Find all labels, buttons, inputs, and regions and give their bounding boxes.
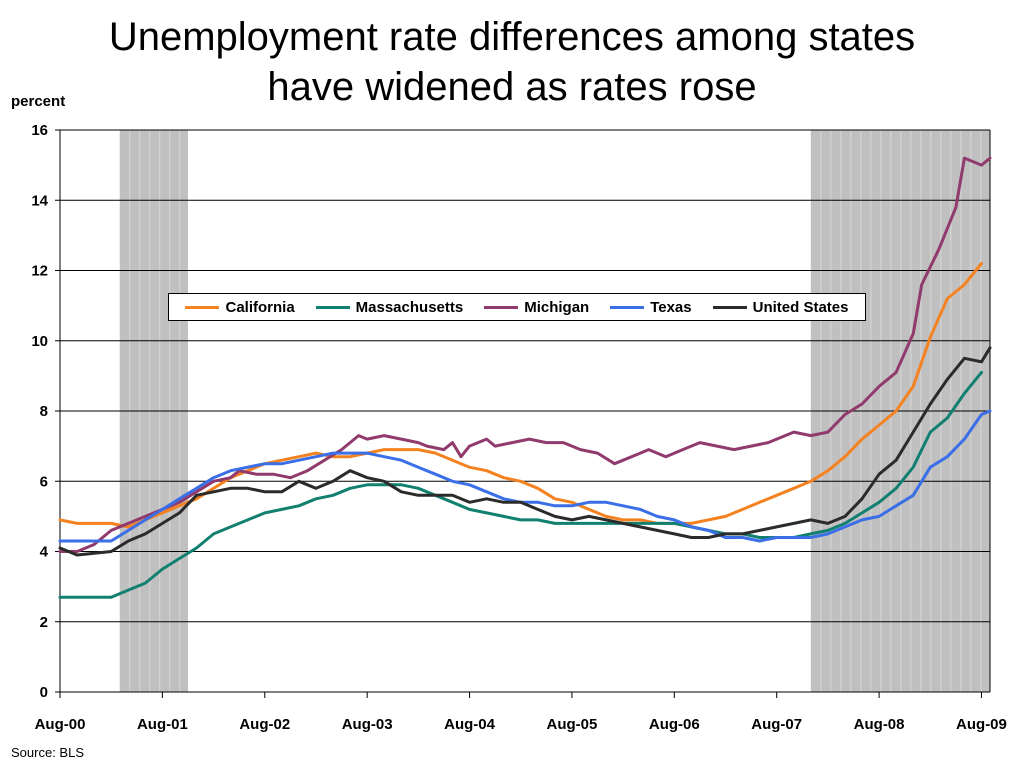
series-line-united-states: [58, 346, 992, 557]
y-tick-label: 16: [31, 122, 48, 139]
chart-title-line-1: Unemployment rate differences among stat…: [108, 15, 916, 59]
x-tick-label: Aug-05: [547, 716, 598, 733]
x-tick-label: Aug-04: [444, 716, 495, 733]
x-tick-label: Aug-01: [137, 716, 188, 733]
y-tick-label: 2: [40, 614, 48, 631]
legend-label: California: [225, 298, 295, 316]
legend-swatch: [484, 305, 519, 309]
x-tick-label: Aug-07: [751, 716, 802, 733]
y-tick-label: 6: [40, 473, 48, 490]
legend-swatch: [315, 305, 350, 309]
x-tick-label: Aug-08: [854, 716, 905, 733]
legend-item-california: California: [185, 298, 295, 316]
chart-legend: California Massachusetts Michigan Texas Unit…: [168, 293, 866, 321]
legend-item-michigan: Michigan: [484, 299, 589, 316]
legend-label: Texas: [650, 298, 692, 316]
x-tick-label: Aug-03: [342, 716, 393, 733]
legend-item-massachusetts: Massachusetts: [315, 298, 464, 316]
x-tick-label: Aug-02: [239, 716, 290, 733]
y-tick-label: 12: [31, 263, 48, 280]
legend-swatch: [610, 305, 645, 309]
y-tick-label: 8: [40, 403, 48, 420]
series-line-michigan: [58, 156, 992, 553]
series-line-massachusetts: [58, 370, 983, 599]
y-axis-label: percent: [11, 93, 66, 110]
y-tick-label: 0: [40, 684, 48, 701]
legend-item-united-states: United States: [712, 298, 849, 316]
x-tick-label: Aug-06: [649, 716, 700, 733]
legend-label: United States: [752, 298, 849, 316]
series-line-texas: [58, 409, 992, 543]
chart-title-line-2: have widened as rates rose: [267, 65, 757, 109]
y-tick-label: 10: [31, 333, 48, 350]
legend-label: Michigan: [524, 298, 590, 316]
source-note: Source: BLS: [11, 745, 84, 760]
legend-swatch: [185, 305, 220, 309]
chart-title: Unemployment rate differences among stat…: [0, 12, 1024, 112]
legend-label: Massachusetts: [355, 298, 464, 316]
legend-swatch: [712, 305, 747, 309]
y-tick-label: 4: [40, 544, 49, 561]
y-tick-label: 14: [31, 192, 48, 209]
x-tick-label: Aug-09: [956, 716, 1007, 733]
x-tick-label: Aug-00: [35, 716, 86, 733]
legend-item-texas: Texas: [610, 298, 692, 316]
